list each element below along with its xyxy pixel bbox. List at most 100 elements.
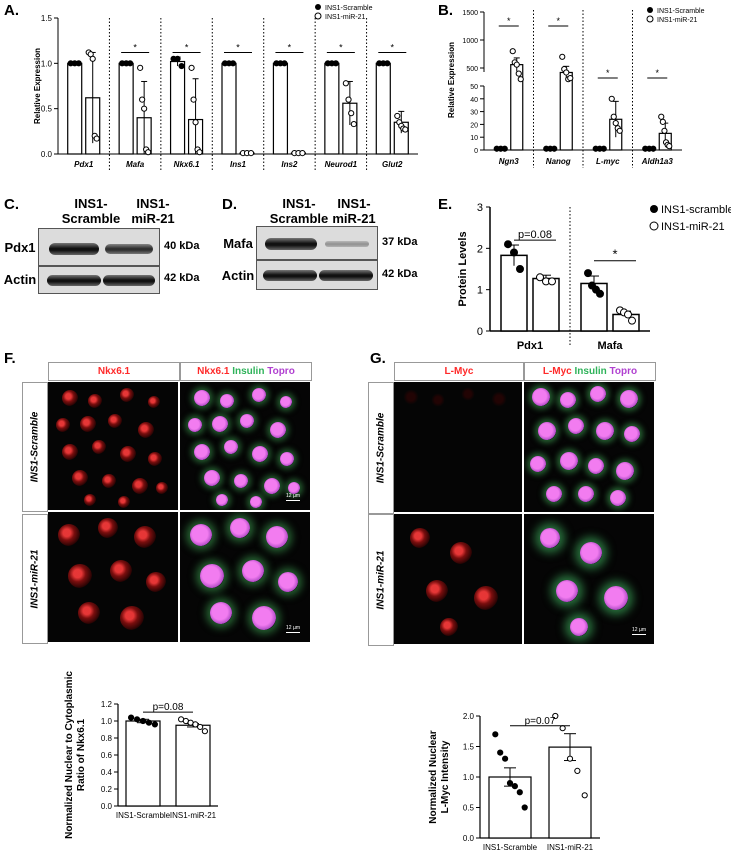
data-point (559, 725, 566, 732)
data-point (552, 712, 559, 720)
legend-label: INS1-Scramble (657, 8, 705, 15)
y-axis-label: Normalized NuclearL-Myc Intensity (428, 730, 451, 823)
y-tick-label: 500 (466, 66, 478, 73)
blot-c-pdx1-membrane (38, 228, 160, 266)
blot-band (103, 275, 155, 286)
merged-nucleus (538, 422, 556, 440)
panel-label-f: F. (4, 350, 16, 367)
nkx61-nucleus (102, 474, 116, 488)
data-point (348, 110, 355, 117)
y-tick-label: 1.0 (101, 717, 113, 726)
lmyc-nucleus (426, 580, 448, 602)
nkx61-nucleus (58, 524, 80, 546)
data-point (174, 55, 181, 62)
data-point (624, 310, 632, 319)
data-point (93, 135, 100, 142)
chart-e-protein-levels: 0 1 2 3 Protein Levels Pdx1 Mafa p=0.08 * INS1-sc… (457, 202, 731, 352)
y-tick-label: 0.8 (101, 734, 113, 743)
data-point (192, 721, 199, 728)
nkx61-nucleus (72, 470, 88, 486)
data-point (659, 118, 666, 125)
data-point (139, 96, 146, 103)
blot-c-pdx1-kda: 40 kDa (164, 240, 200, 252)
data-point (506, 780, 514, 787)
merged-nucleus (266, 526, 288, 548)
g-row-label-mir21: INS1-miR-21 (368, 514, 394, 646)
legend-label: INS1-Scramble (325, 5, 373, 12)
y-tick-label: 0.0 (463, 834, 475, 843)
merged-nucleus (220, 394, 234, 408)
g-scale-bar (632, 634, 646, 635)
data-point (517, 76, 524, 83)
y-tick-label: 1 (477, 285, 483, 297)
nkx61-nucleus (56, 418, 70, 432)
merged-nucleus (200, 564, 224, 588)
g-image-scramble-merge (524, 382, 654, 512)
merged-nucleus (190, 524, 212, 546)
merged-nucleus (578, 486, 594, 502)
data-point (600, 145, 607, 152)
data-point (201, 728, 208, 735)
f-scale-label: 12 µm (286, 493, 300, 499)
y-tick-label: 0 (477, 326, 483, 338)
merged-nucleus (212, 416, 228, 432)
blot-c-lane-mir21: INS1- miR-21 (131, 196, 175, 226)
nkx61-nucleus (118, 496, 130, 508)
data-point (502, 755, 509, 762)
data-point (247, 149, 255, 157)
data-point (650, 145, 657, 152)
y-tick-label: 10 (470, 135, 478, 142)
significance-marker: * (288, 43, 292, 53)
bar (375, 62, 391, 155)
data-point (145, 149, 152, 156)
y-tick-label: 1000 (462, 38, 478, 45)
data-point (350, 120, 357, 128)
y-tick-label: 1.0 (463, 773, 475, 782)
data-point (574, 767, 581, 775)
data-point (566, 755, 574, 762)
nkx61-nucleus (138, 422, 154, 438)
blot-d-actin-membrane (256, 260, 378, 290)
data-point (584, 269, 592, 278)
data-point (196, 149, 203, 156)
data-point (178, 62, 185, 70)
merged-nucleus (620, 390, 638, 408)
data-point (192, 119, 199, 126)
legend-marker (314, 12, 322, 20)
f-scale-label: 12 µm (286, 625, 300, 631)
y-tick-label: 2.0 (463, 712, 475, 721)
blot-d-actin-kda: 42 kDa (382, 268, 418, 280)
data-point (610, 113, 617, 120)
nkx61-nucleus (146, 572, 166, 592)
nkx61-nucleus (134, 526, 156, 548)
data-point (75, 60, 82, 67)
blot-c-actin-label: Actin (3, 272, 37, 287)
lmyc-signal (490, 390, 508, 408)
nkx61-nucleus (62, 390, 78, 406)
merged-nucleus (216, 494, 228, 506)
lmyc-nucleus (410, 528, 430, 548)
panel-label-d: D. (222, 196, 237, 213)
legend-label: INS1-miR-21 (325, 14, 366, 21)
data-point (188, 64, 195, 71)
f-merge-label-nkx61: Nkx6.1 (197, 366, 230, 377)
significance-marker: * (612, 247, 617, 262)
f-merge-label-insulin: Insulin (232, 366, 265, 377)
significance-marker: * (185, 43, 189, 53)
blot-band (263, 270, 317, 281)
data-point (384, 60, 391, 67)
merged-nucleus (234, 474, 248, 488)
g-merge-label-topro: Topro (609, 366, 638, 377)
bar (125, 720, 161, 807)
x-tick-label: Pdx1 (517, 340, 543, 352)
bar (221, 62, 237, 155)
merged-nucleus (590, 386, 606, 402)
f-header-nkx61: Nkx6.1 (48, 362, 180, 381)
data-point (516, 789, 523, 796)
data-point (515, 70, 522, 77)
data-point (559, 53, 566, 60)
nkx61-nucleus (148, 396, 160, 408)
data-point (501, 145, 508, 152)
nkx61-nucleus (148, 452, 162, 466)
blot-d-lane-scramble: INS1- Scramble (269, 196, 329, 226)
